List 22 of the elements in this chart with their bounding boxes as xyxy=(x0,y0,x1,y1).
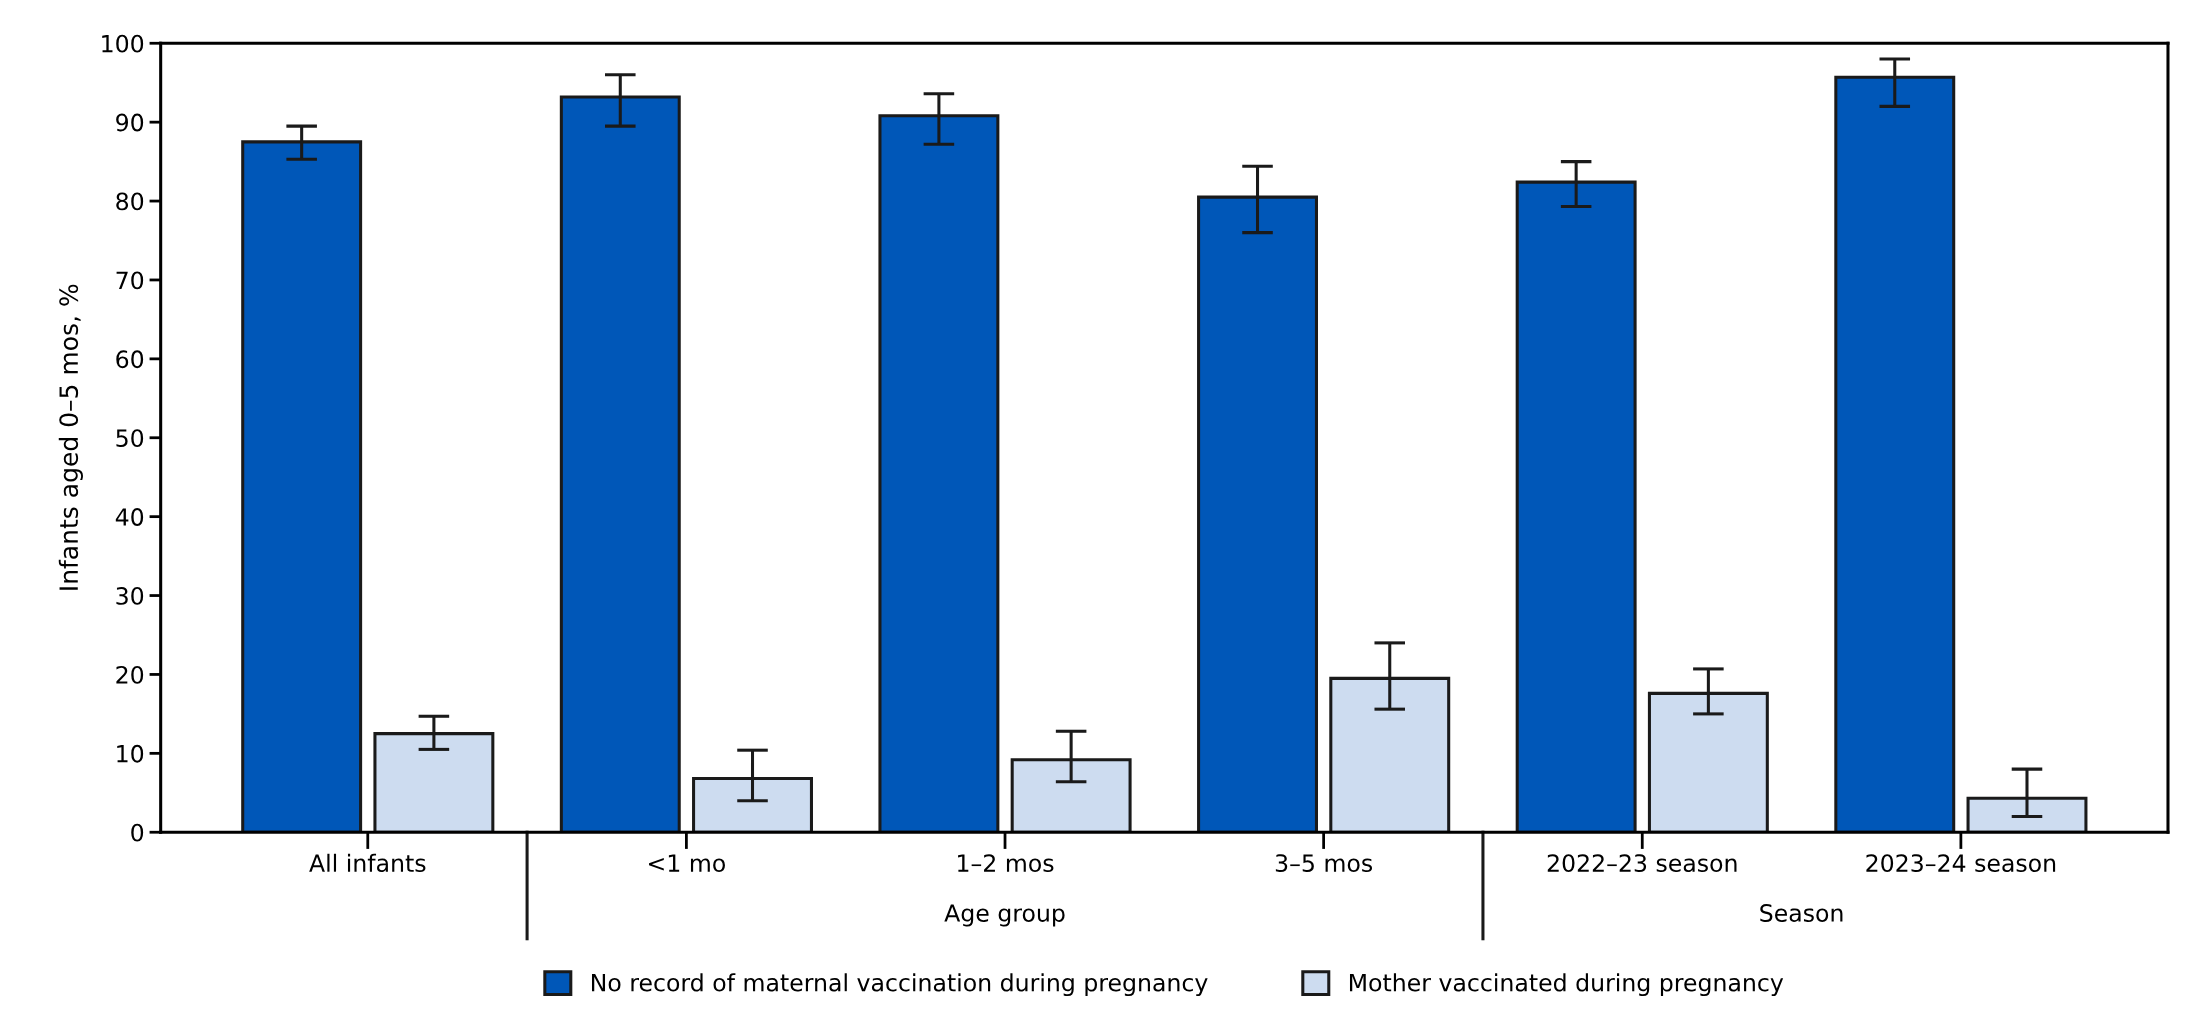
y-tick-label: 90 xyxy=(116,113,144,132)
y-tick-label: 60 xyxy=(116,350,144,369)
y-tick-label: 80 xyxy=(116,192,144,211)
y-tick-label: 40 xyxy=(115,508,144,526)
text: Season xyxy=(1760,904,1843,922)
y-tick-label: 50 xyxy=(116,429,144,448)
y-tick-label: 30 xyxy=(116,586,144,605)
y-tick-label: 10 xyxy=(117,744,144,763)
y-tick-label: 70 xyxy=(116,271,144,290)
y-tick-label: 20 xyxy=(116,665,144,684)
y-axis-title: Infants aged 0–5 mos, % xyxy=(58,284,83,590)
x-tick-label: <1 mo xyxy=(649,854,725,873)
x-tick-label: All infants xyxy=(309,853,426,873)
x-tick-label: 3–5 mos xyxy=(1275,854,1373,873)
x-tick-label: 1–2 mos xyxy=(958,854,1054,873)
text: Age group xyxy=(944,904,1065,927)
legend-label: No record of maternal vaccination during pregnancy xyxy=(592,973,1208,997)
x-tick-label: 2022–23 season xyxy=(1547,854,1737,873)
x-tick-label: 2023–24 season xyxy=(1866,854,2056,873)
legend-label: Mother vaccinated during pregnancy xyxy=(1349,973,1784,997)
y-tick-label: 100 xyxy=(102,34,144,53)
y-tick-label: 0 xyxy=(131,823,144,842)
